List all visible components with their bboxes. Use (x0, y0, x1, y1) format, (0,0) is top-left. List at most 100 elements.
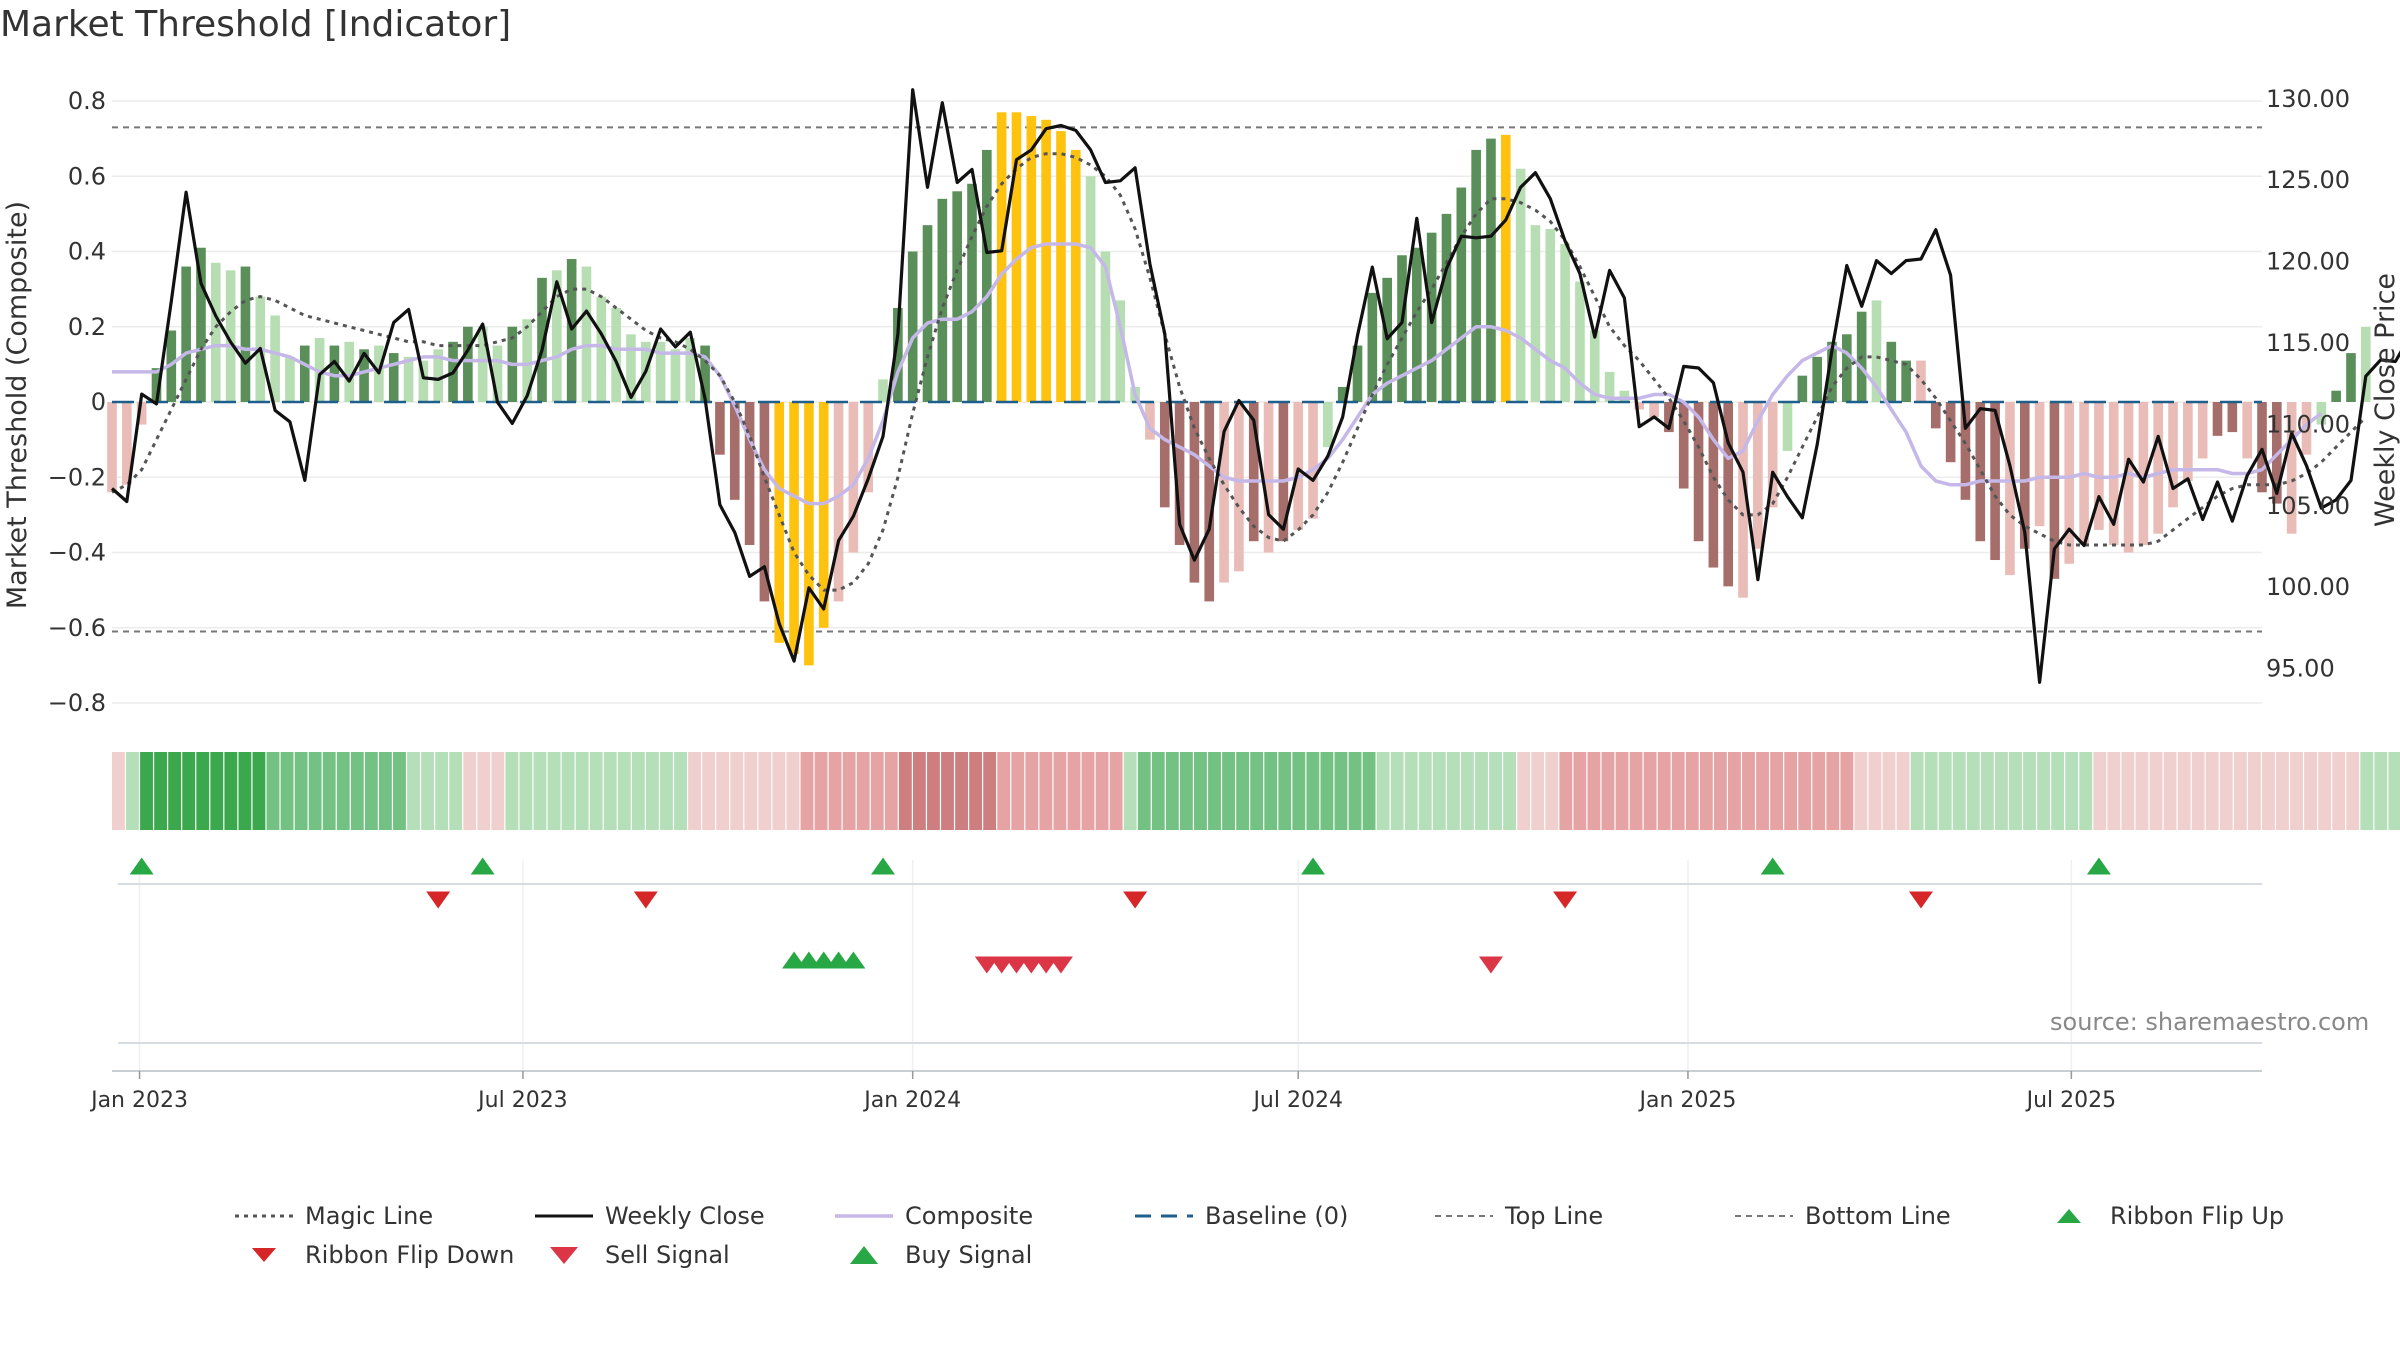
ribbon-cell (1868, 752, 1882, 830)
composite-bar (863, 402, 874, 493)
composite-bar (492, 345, 503, 402)
ribbon-cell (1995, 752, 2008, 830)
composite-bar (670, 349, 681, 402)
ribbon-cell (168, 752, 182, 830)
composite-bar (789, 402, 799, 655)
ribbon-cell (2219, 752, 2233, 830)
composite-bar (1901, 360, 1911, 402)
ribbon-cell (800, 752, 814, 830)
y2-tick-label: 125.00 (2266, 166, 2350, 194)
ribbon-cell (1910, 752, 1924, 830)
composite-bar (1456, 187, 1467, 402)
ribbon-cell (322, 752, 336, 830)
composite-bar (122, 402, 132, 485)
ribbon-cell (1306, 752, 1320, 830)
legend-swatch (535, 1245, 593, 1265)
ribbon-cell (1376, 752, 1390, 830)
ribbon-cell (2093, 752, 2107, 830)
ribbon-cell (870, 752, 884, 830)
ribbon-cell (1179, 752, 1193, 830)
buy-signal-marker (841, 951, 866, 969)
y-tick-label: −0.4 (48, 539, 106, 567)
ribbon-strip (112, 752, 2400, 830)
ribbon-cell (1348, 752, 1362, 830)
y-axis-label: Market Threshold (Composite) (2, 201, 33, 609)
composite-bar (1308, 402, 1318, 519)
ribbon-cell (2262, 752, 2275, 830)
ribbon-cell (435, 752, 449, 830)
ribbon-cell (1404, 752, 1418, 830)
ribbon-cell (1137, 752, 1151, 830)
ribbon-cell (2304, 752, 2318, 830)
ribbon-cell (519, 752, 533, 830)
y-tick-label: −0.8 (48, 689, 106, 717)
ribbon-flip-down-marker (1553, 891, 1578, 909)
composite-bar (1500, 134, 1511, 403)
ribbon-cell (1966, 752, 1980, 830)
composite-bar (477, 326, 488, 402)
ribbon-cell (505, 752, 519, 830)
legend-swatch (2040, 1206, 2098, 1226)
ribbon-cell (1503, 752, 1517, 830)
ribbon-cell (1812, 752, 1826, 830)
ribbon-cell (364, 752, 378, 830)
composite-bar (967, 183, 977, 402)
ribbon-cell (927, 752, 940, 830)
composite-bar (1515, 168, 1526, 402)
ribbon-cell (2023, 752, 2036, 830)
composite-bar (1397, 255, 1407, 402)
composite-bar (818, 402, 829, 628)
ribbon-cell (1896, 752, 1910, 830)
ribbon-cell (1432, 752, 1446, 830)
composite-bar (1871, 300, 1882, 402)
ribbon-cell (1671, 752, 1685, 830)
ribbon-cell (1840, 752, 1854, 830)
composite-bar (1678, 402, 1689, 489)
composite-bar (433, 349, 444, 402)
legend-item: Top Line (1435, 1202, 1603, 1230)
composite-bar (1412, 247, 1422, 402)
composite-bar (2064, 402, 2075, 564)
legend-swatch (835, 1206, 893, 1226)
composite-bar (1975, 402, 1986, 542)
composite-bar (2242, 402, 2252, 459)
composite-bar (1486, 138, 1496, 402)
ribbon-cell (1784, 752, 1798, 830)
ribbon-cell (1011, 752, 1025, 830)
ribbon-cell (294, 752, 308, 830)
composite-bar (1189, 402, 1200, 583)
ribbon-flip-up-marker (1301, 857, 1326, 875)
ribbon-cell (547, 752, 561, 830)
ribbon-cell (1025, 752, 1039, 830)
ribbon-flip-up-marker (470, 857, 495, 875)
composite-bar (1248, 402, 1259, 542)
composite-bar (1441, 213, 1452, 402)
ribbon-cell (1334, 752, 1348, 830)
composite-bar (225, 270, 236, 402)
legend-swatch (1135, 1206, 1193, 1226)
composite-bar (1693, 402, 1704, 542)
composite-bar (596, 296, 607, 402)
ribbon-cell (477, 752, 491, 830)
ribbon-cell (1952, 752, 1966, 830)
ribbon-cell (1489, 752, 1502, 830)
ribbon-cell (280, 752, 294, 830)
composite-bar (285, 356, 295, 402)
ribbon-flip-up-marker (2086, 857, 2111, 875)
ribbon-cell (631, 752, 645, 830)
y-tick-label: 0.2 (68, 313, 106, 341)
ribbon-flip-down-marker (426, 891, 451, 909)
composite-bar (299, 345, 310, 402)
ribbon-cell (1601, 752, 1615, 830)
composite-line (112, 242, 2323, 506)
legend-swatch (235, 1245, 293, 1265)
composite-bar (833, 402, 844, 602)
ribbon-flip-up-marker (1760, 857, 1785, 875)
y-tick-label: 0.6 (68, 162, 106, 190)
legend-swatch (235, 1206, 293, 1226)
composite-bar (537, 277, 547, 402)
composite-bar (626, 334, 636, 402)
ribbon-cell (2079, 752, 2093, 830)
composite-bar (848, 402, 859, 553)
ribbon-cell (1559, 752, 1573, 830)
